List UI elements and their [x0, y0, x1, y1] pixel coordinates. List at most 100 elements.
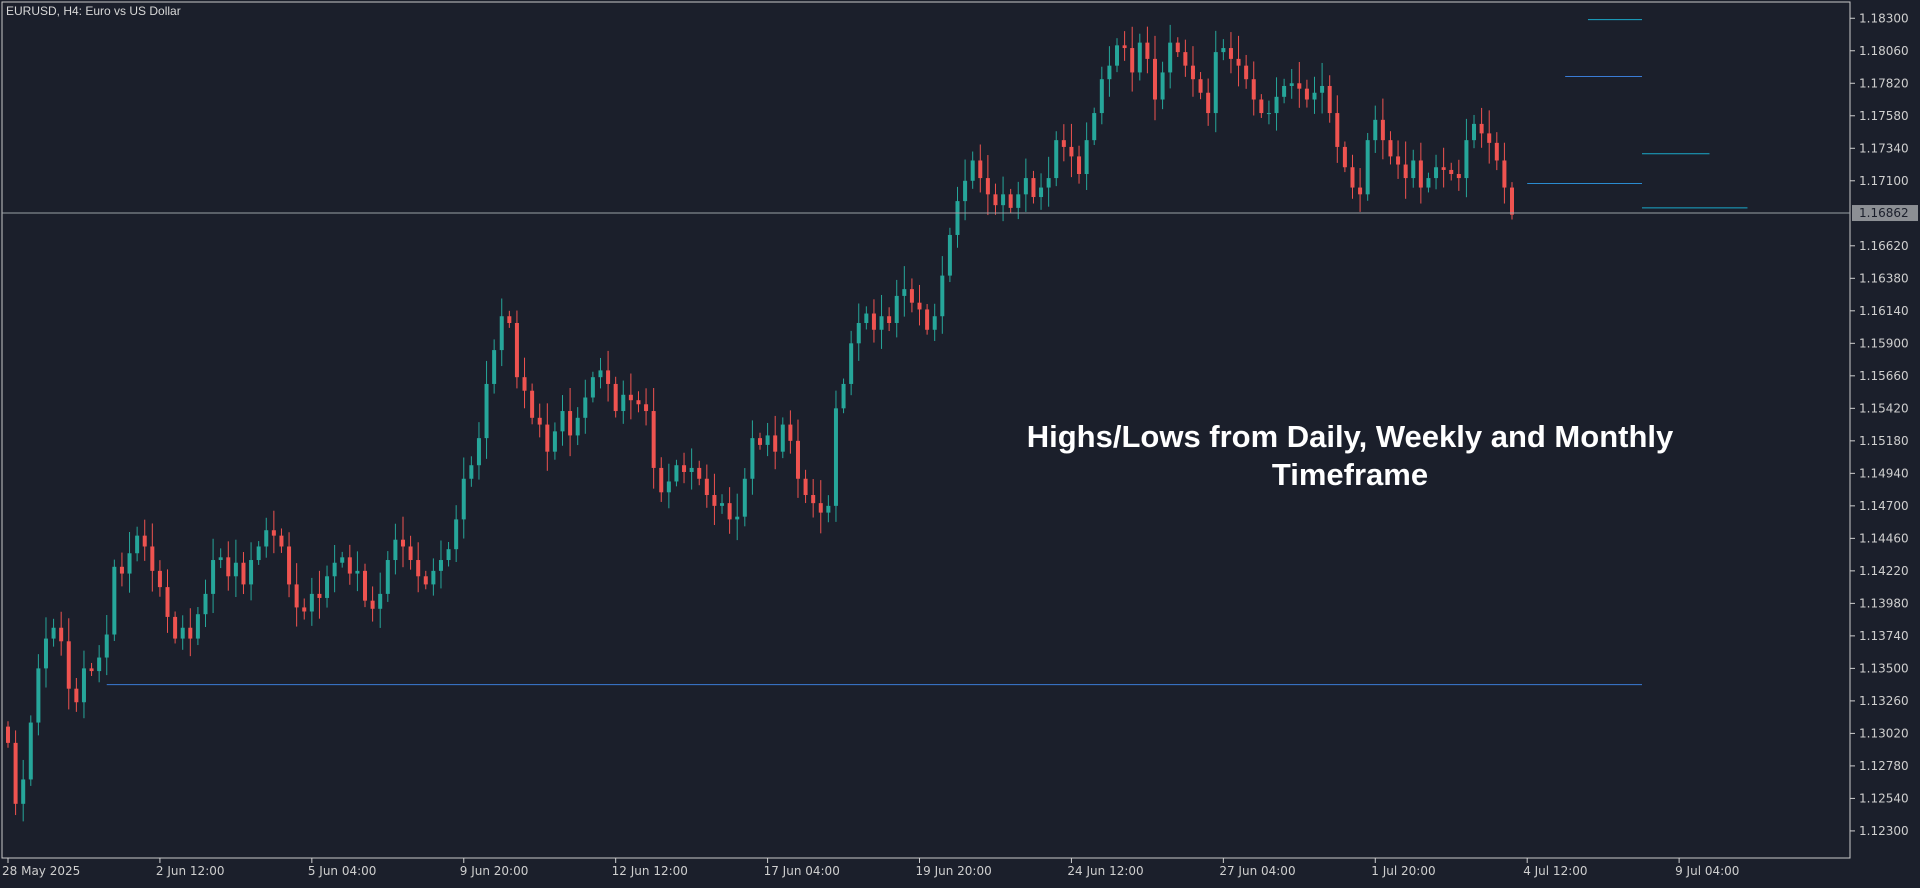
- y-tick-label: 1.14700: [1859, 499, 1909, 513]
- candle-body: [1441, 167, 1446, 170]
- candle-body: [1175, 42, 1180, 53]
- candle-body: [66, 641, 71, 689]
- y-tick-label: 1.17820: [1859, 76, 1909, 90]
- candle-body: [1320, 85, 1325, 93]
- plot-frame: [1, 1, 1851, 859]
- candle-body: [1434, 167, 1439, 179]
- candle-body: [400, 539, 405, 547]
- candle-body: [750, 438, 755, 479]
- candle-body: [606, 370, 611, 384]
- y-tick-label: 1.14220: [1859, 564, 1909, 578]
- candle-body: [332, 562, 337, 577]
- candle-body: [119, 566, 124, 574]
- candle-body: [1297, 83, 1302, 89]
- candle-body: [1077, 156, 1082, 175]
- candle-body: [74, 688, 79, 703]
- candle-body: [438, 560, 443, 571]
- candle-body: [583, 397, 588, 418]
- candle-body: [127, 553, 132, 574]
- candle-body: [1266, 113, 1271, 115]
- candle-body: [370, 600, 375, 609]
- y-tick-label: 1.13740: [1859, 629, 1909, 643]
- candle-body: [947, 234, 952, 276]
- x-tick-label: 9 Jun 20:00: [460, 864, 529, 878]
- candle-body: [393, 539, 398, 561]
- y-tick-label: 1.12540: [1859, 791, 1909, 805]
- candle-body: [1487, 133, 1492, 143]
- candle-body: [849, 343, 854, 384]
- candle-body: [157, 570, 162, 588]
- y-tick-label: 1.12300: [1859, 824, 1909, 838]
- candle-body: [932, 316, 937, 330]
- candle-body: [682, 465, 687, 472]
- candle-body: [1054, 140, 1059, 179]
- x-tick-label: 12 Jun 12:00: [612, 864, 688, 878]
- candle-body: [188, 627, 193, 639]
- candle-body: [1039, 187, 1044, 198]
- candle-body: [476, 438, 481, 466]
- y-tick-label: 1.17580: [1859, 109, 1909, 123]
- candle-body: [469, 465, 474, 479]
- candle-body: [1456, 174, 1461, 179]
- candle-body: [165, 587, 170, 617]
- candle-body: [925, 309, 930, 330]
- x-tick-label: 5 Jun 04:00: [308, 864, 377, 878]
- candle-body: [1152, 58, 1157, 100]
- candle-body: [1023, 178, 1028, 195]
- candle-body: [758, 438, 762, 445]
- candle-body: [347, 557, 352, 574]
- candle-body: [21, 779, 26, 804]
- candle-body: [1198, 79, 1203, 93]
- candle-body: [1160, 72, 1165, 100]
- candle-body: [226, 557, 231, 577]
- candle-body: [689, 467, 694, 472]
- current-price-marker: [1852, 205, 1918, 222]
- candle-body: [484, 383, 489, 439]
- candle-body: [590, 377, 595, 398]
- candle-body: [173, 616, 178, 639]
- candle-body: [1031, 178, 1036, 198]
- candle-body: [978, 160, 983, 179]
- x-tick-label: 17 Jun 04:00: [764, 864, 840, 878]
- y-tick-label: 1.15660: [1859, 369, 1909, 383]
- y-tick-label: 1.13020: [1859, 726, 1909, 740]
- candle-body: [150, 546, 155, 571]
- candle-body: [264, 530, 269, 547]
- candle-body: [788, 424, 793, 441]
- candle-body: [552, 431, 557, 452]
- candle-body: [294, 584, 299, 608]
- candle-body: [727, 503, 732, 520]
- y-tick-label: 1.17100: [1859, 174, 1909, 188]
- candle-body: [1092, 113, 1097, 141]
- candle-body: [1396, 156, 1401, 165]
- candle-body: [1183, 52, 1188, 66]
- candle-body: [309, 593, 314, 612]
- candle-body: [720, 503, 725, 506]
- candle-body: [180, 627, 185, 639]
- candle-body: [104, 634, 109, 658]
- candle-body: [81, 668, 86, 703]
- candle-body: [1350, 167, 1355, 188]
- candle-body: [1403, 164, 1408, 179]
- candle-body: [195, 614, 200, 639]
- candle-body: [1358, 187, 1363, 195]
- x-tick-label: 27 Jun 04:00: [1219, 864, 1295, 878]
- candle-body: [780, 424, 785, 452]
- candle-body: [28, 722, 33, 780]
- y-tick-label: 1.12780: [1859, 759, 1909, 773]
- candle-body: [742, 478, 747, 517]
- candle-body: [970, 160, 975, 181]
- candle-body: [856, 323, 861, 344]
- y-tick-label: 1.16620: [1859, 239, 1909, 253]
- candle-body: [1479, 123, 1484, 134]
- candle-body: [1244, 65, 1249, 80]
- candle-body: [902, 289, 907, 296]
- candle-body: [1388, 140, 1393, 157]
- candle-body: [1016, 194, 1021, 208]
- y-tick-label: 1.16380: [1859, 271, 1909, 285]
- candle-body: [89, 668, 94, 672]
- candle-body: [871, 313, 876, 330]
- candle-body: [36, 668, 41, 723]
